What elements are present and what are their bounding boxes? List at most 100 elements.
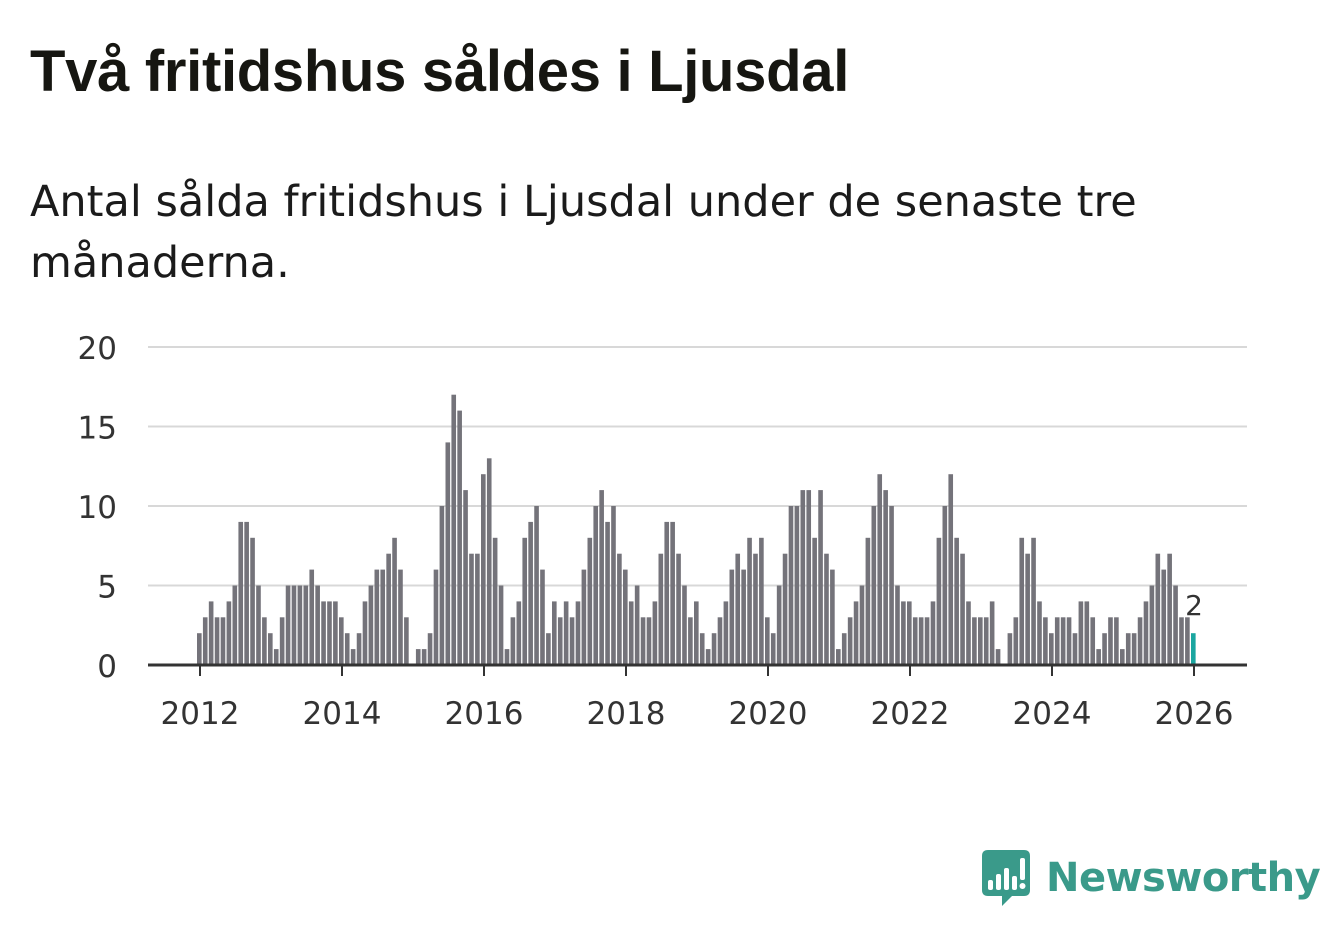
bar	[723, 601, 729, 665]
bar	[1149, 585, 1155, 665]
grid-lines	[148, 346, 1247, 587]
bar	[309, 569, 315, 665]
bar	[279, 617, 285, 665]
bar	[995, 649, 1001, 665]
bar	[1049, 633, 1054, 665]
bar	[445, 442, 451, 665]
bar	[1031, 537, 1036, 665]
y-tick-label: 5	[97, 570, 117, 606]
x-tick-label: 2026	[1155, 696, 1234, 732]
bar	[847, 617, 853, 665]
bar	[510, 617, 516, 665]
bar	[830, 569, 835, 665]
bar	[587, 537, 593, 665]
bar	[824, 553, 829, 665]
bar	[895, 585, 900, 665]
bar	[676, 553, 681, 665]
bar	[285, 585, 291, 665]
bar	[640, 617, 646, 665]
bar	[1161, 569, 1167, 665]
bar	[912, 617, 918, 665]
bar-latest	[1191, 633, 1196, 665]
bar	[658, 553, 664, 665]
bar	[427, 633, 433, 665]
y-tick-label: 15	[78, 411, 117, 447]
bar	[948, 474, 954, 665]
bar-series	[197, 394, 1196, 665]
bar	[765, 617, 770, 665]
bar	[652, 601, 658, 665]
bar	[374, 569, 380, 665]
bar	[978, 617, 983, 665]
bar	[918, 617, 924, 665]
bar	[1120, 649, 1125, 665]
bar	[806, 490, 812, 665]
bar	[344, 633, 350, 665]
bar	[1173, 585, 1178, 665]
chart-subtitle: Antal sålda fritidshus i Ljusdal under d…	[30, 177, 1137, 288]
bar	[901, 601, 906, 665]
bar	[972, 617, 977, 665]
bar	[989, 601, 995, 665]
bar	[197, 633, 202, 665]
bar	[463, 490, 468, 665]
bar	[936, 537, 942, 665]
bar	[853, 601, 859, 665]
bar	[563, 601, 569, 665]
tick-labels: 0 5 10 15 20 2012 2014 2016 2018 2020 2022 2024 2026…	[78, 331, 1234, 732]
bar	[1019, 537, 1025, 665]
bar	[268, 633, 273, 665]
bar	[623, 569, 628, 665]
bar	[303, 585, 309, 665]
chart-title: Två fritidshus såldes i Ljusdal	[30, 39, 850, 104]
bar	[634, 585, 640, 665]
bar	[705, 649, 711, 665]
bar	[250, 537, 255, 665]
brand-name: Newsworthy	[1046, 855, 1321, 901]
bar	[942, 506, 948, 665]
bar	[1037, 601, 1042, 665]
bar	[966, 601, 971, 665]
bar	[1131, 633, 1137, 665]
y-tick-label: 20	[78, 331, 117, 367]
bar	[747, 537, 752, 665]
bar	[1043, 617, 1048, 665]
bar	[291, 585, 297, 665]
bar	[794, 506, 800, 665]
axes	[148, 663, 1247, 676]
bar	[694, 601, 699, 665]
bar	[451, 394, 457, 665]
bar	[782, 553, 788, 665]
bar	[1114, 617, 1119, 665]
bar	[469, 553, 474, 665]
bar	[557, 617, 563, 665]
bar	[368, 585, 374, 665]
bar	[711, 633, 717, 665]
x-tick-label: 2020	[729, 696, 808, 732]
bar	[540, 569, 545, 665]
bar	[741, 569, 746, 665]
bar	[670, 521, 675, 665]
bar-chart: 0 5 10 15 20 2012 2014 2016 2018 2020 2022 2024 2026…	[78, 331, 1247, 732]
bar	[812, 537, 817, 665]
bar	[688, 617, 693, 665]
bar	[611, 506, 616, 665]
bar	[617, 553, 622, 665]
bar	[770, 633, 776, 665]
x-tick-label: 2014	[303, 696, 382, 732]
bar	[433, 569, 439, 665]
bar	[356, 633, 362, 665]
bar	[877, 474, 883, 665]
bar	[1167, 553, 1172, 665]
bar	[362, 601, 368, 665]
bar	[930, 601, 936, 665]
bar	[1060, 617, 1066, 665]
bar	[717, 617, 723, 665]
bar	[865, 537, 871, 665]
bar	[404, 617, 409, 665]
data-label-latest: 2	[1185, 589, 1203, 622]
bar	[1084, 601, 1090, 665]
bar	[475, 553, 480, 665]
bar	[836, 649, 841, 665]
bar	[421, 649, 427, 665]
